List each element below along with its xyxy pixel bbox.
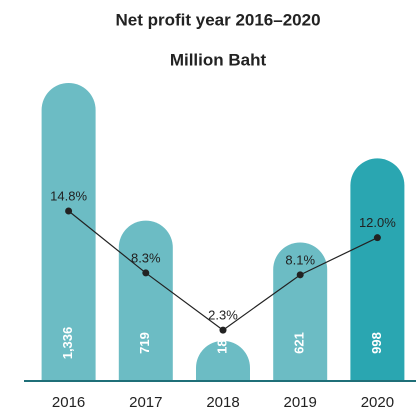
bar [118, 220, 173, 381]
line-point [296, 271, 304, 279]
line-value-label: 12.0% [359, 215, 396, 230]
x-tick-label: 2020 [361, 394, 394, 411]
bar [273, 242, 328, 381]
chart-title: Net profit year 2016–2020 [115, 10, 320, 29]
line-value-label: 2.3% [208, 308, 238, 323]
x-tick-label: 2017 [129, 394, 162, 411]
line-point [219, 326, 227, 334]
bar-value-label: 180 [214, 332, 229, 354]
line-value-label: 8.1% [285, 252, 315, 267]
x-tick-label: 2018 [206, 394, 239, 411]
line-point [373, 234, 381, 242]
line-point [65, 207, 73, 215]
chart-subtitle: Million Baht [170, 50, 267, 69]
bar [41, 83, 96, 382]
bar-value-label: 1,336 [60, 327, 75, 360]
line-value-label: 14.8% [50, 188, 87, 203]
x-tick-label: 2019 [284, 394, 317, 411]
bar-value-label: 998 [369, 332, 384, 354]
bar [350, 158, 405, 381]
line-point [142, 269, 150, 277]
bar [196, 340, 250, 381]
bar-value-label: 719 [137, 332, 152, 354]
x-tick-label: 2016 [52, 394, 85, 411]
line-value-label: 8.3% [131, 250, 161, 265]
bar-value-label: 621 [292, 332, 307, 354]
